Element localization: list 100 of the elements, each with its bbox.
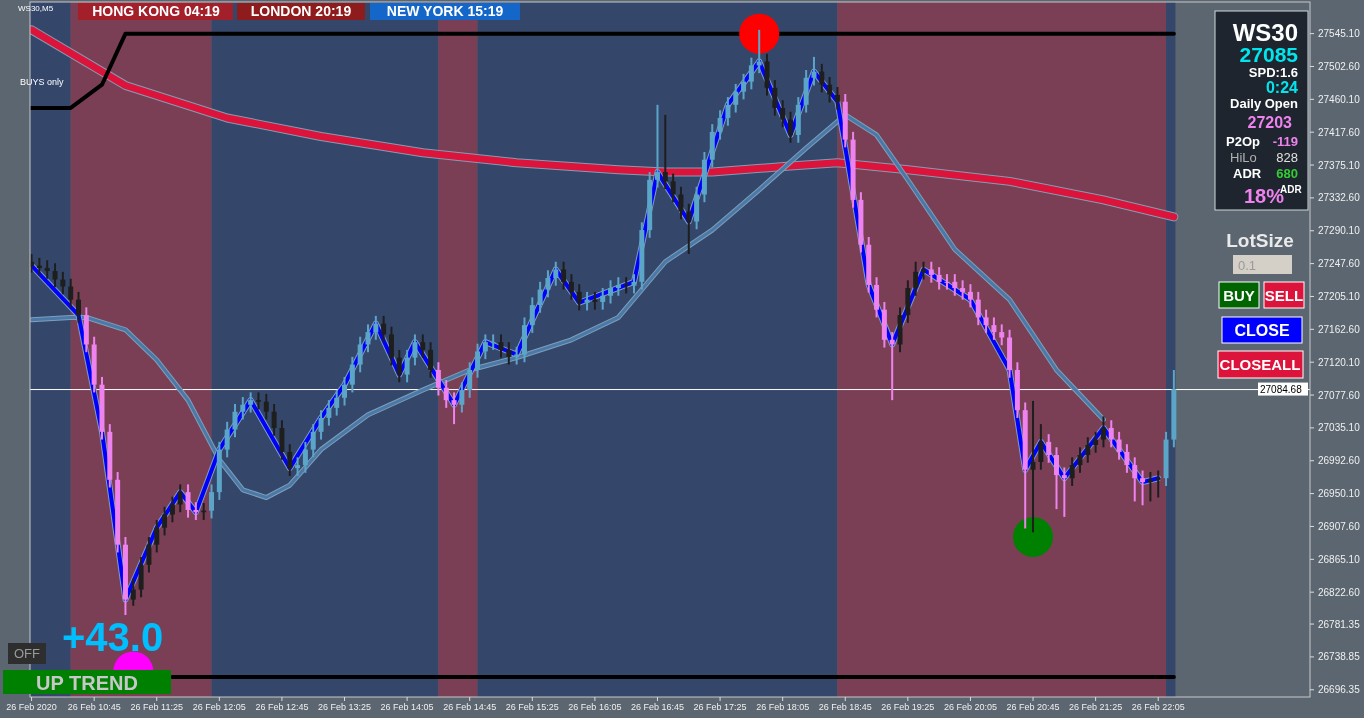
annotation: SELL bbox=[1264, 287, 1304, 304]
candlestick bbox=[1054, 446, 1059, 511]
candlestick bbox=[1132, 456, 1138, 503]
candlestick bbox=[302, 440, 308, 474]
candlestick bbox=[154, 518, 160, 554]
session-tag: LONDON 20:19 bbox=[237, 3, 365, 20]
annotation: Daily Open bbox=[1230, 96, 1299, 111]
candlestick bbox=[1116, 430, 1122, 461]
annotation: 27085 bbox=[1239, 43, 1299, 66]
candlestick bbox=[748, 56, 754, 91]
candlestick bbox=[295, 456, 301, 477]
candlestick bbox=[717, 109, 723, 141]
candlestick bbox=[1100, 415, 1106, 449]
candlestick bbox=[365, 323, 371, 354]
x-tick-label: 26 Feb 2020 bbox=[6, 702, 57, 712]
candlestick bbox=[553, 260, 559, 287]
candlestick bbox=[545, 269, 551, 299]
annotation: P2Op bbox=[1226, 134, 1261, 149]
candlestick bbox=[913, 260, 919, 297]
y-tick-label: 27120.10 bbox=[1318, 356, 1361, 368]
candlestick bbox=[232, 403, 238, 439]
annotation: BUYS only bbox=[20, 77, 65, 87]
candlestick bbox=[1108, 419, 1114, 449]
annotation: HONG KONG 04:19 bbox=[92, 3, 220, 19]
candlestick bbox=[631, 273, 637, 295]
annotation: ADR bbox=[1233, 166, 1262, 181]
annotation: LONDON 20:19 bbox=[250, 3, 352, 19]
y-tick-label: 27375.10 bbox=[1318, 159, 1361, 171]
x-tick-label: 26 Feb 11:25 bbox=[130, 702, 183, 712]
candlestick bbox=[1124, 443, 1130, 474]
candlestick bbox=[388, 325, 394, 367]
candlestick bbox=[615, 276, 621, 297]
candlestick bbox=[224, 420, 230, 459]
candlestick bbox=[537, 280, 543, 314]
session-tag: NEW YORK 15:19 bbox=[370, 3, 520, 20]
candlestick bbox=[459, 381, 465, 414]
candlestick bbox=[944, 273, 950, 291]
candlestick bbox=[1085, 436, 1091, 464]
x-tick-label: 26 Feb 16:05 bbox=[568, 702, 622, 712]
status-badge: UP TREND bbox=[3, 670, 171, 694]
candlestick bbox=[819, 62, 825, 94]
candlestick bbox=[482, 333, 488, 361]
candlestick bbox=[623, 276, 629, 295]
y-tick-label: 27035.10 bbox=[1318, 422, 1361, 434]
candlestick bbox=[686, 202, 692, 256]
y-tick-label: 26907.60 bbox=[1318, 520, 1361, 532]
candlestick bbox=[475, 342, 481, 379]
annotation: OFF bbox=[14, 646, 41, 661]
candlestick bbox=[967, 283, 973, 309]
annotation: -119 bbox=[1272, 134, 1298, 149]
y-tick-label: 27502.60 bbox=[1318, 60, 1361, 72]
candlestick bbox=[373, 314, 379, 341]
y-tick-label: 26992.60 bbox=[1318, 455, 1361, 467]
candlestick bbox=[451, 391, 457, 426]
candlestick bbox=[68, 277, 74, 309]
candlestick bbox=[733, 82, 739, 114]
candlestick bbox=[44, 259, 50, 280]
x-tick-label: 26 Feb 14:05 bbox=[380, 702, 434, 712]
candlestick bbox=[1030, 399, 1036, 534]
ref-line-label: 27084.68 bbox=[1260, 384, 1303, 396]
text-field: 0.1 bbox=[1233, 255, 1292, 274]
annotation: WS30 bbox=[1232, 19, 1298, 46]
button: BUY bbox=[1218, 281, 1260, 309]
point bbox=[1013, 516, 1054, 557]
candlestick bbox=[381, 314, 387, 344]
y-tick-label: 27417.60 bbox=[1318, 126, 1361, 138]
candlestick bbox=[834, 86, 840, 111]
candlestick bbox=[1077, 446, 1083, 474]
candlestick bbox=[678, 185, 684, 221]
x-tick-label: 26 Feb 19:25 bbox=[881, 702, 935, 712]
candlestick bbox=[983, 308, 989, 334]
x-tick-label: 26 Feb 20:05 bbox=[943, 702, 997, 712]
candlestick bbox=[287, 443, 293, 477]
candlestick bbox=[490, 333, 496, 351]
candlestick bbox=[169, 495, 175, 524]
candlestick bbox=[780, 99, 786, 129]
x-tick-label: 26 Feb 21:25 bbox=[1069, 702, 1123, 712]
button: SELL bbox=[1263, 281, 1305, 309]
candlestick bbox=[529, 296, 535, 334]
candlestick bbox=[772, 79, 778, 117]
candlestick bbox=[428, 341, 434, 379]
annotation: 0.1 bbox=[1238, 258, 1257, 273]
annotation: 27203 bbox=[1247, 114, 1293, 131]
candlestick bbox=[1061, 466, 1067, 518]
candlestick bbox=[412, 333, 418, 367]
annotation: UP TREND bbox=[36, 672, 138, 694]
x-tick-label: 26 Feb 15:25 bbox=[505, 702, 559, 712]
candlestick bbox=[349, 355, 355, 394]
candlestick bbox=[435, 361, 441, 397]
y-tick-label: 26781.35 bbox=[1318, 618, 1361, 630]
candlestick bbox=[52, 262, 58, 289]
y-tick-label: 27205.10 bbox=[1318, 290, 1361, 302]
y-tick-label: 26696.35 bbox=[1318, 684, 1361, 696]
candlestick bbox=[271, 403, 277, 437]
y-tick-label: 26865.10 bbox=[1318, 553, 1361, 565]
candlestick bbox=[310, 423, 316, 459]
candlestick bbox=[177, 483, 183, 514]
candlestick bbox=[1038, 423, 1044, 471]
candlestick bbox=[76, 290, 82, 324]
candlestick bbox=[568, 273, 574, 301]
